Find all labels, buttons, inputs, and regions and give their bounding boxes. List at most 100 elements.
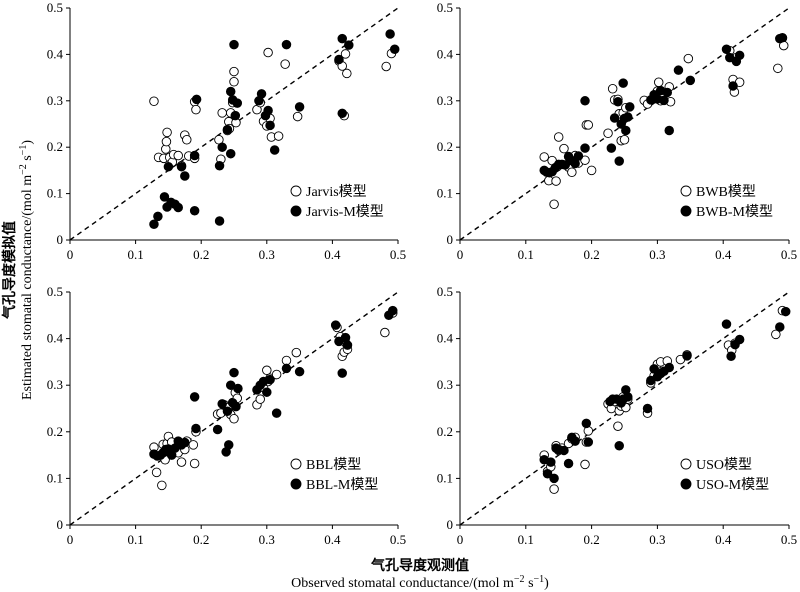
- legend: USO模型 USO-M模型: [680, 457, 769, 493]
- data-point: [549, 199, 559, 210]
- data-point: [780, 306, 791, 317]
- data-point: [230, 110, 241, 121]
- data-point: [553, 132, 564, 142]
- data-point: [233, 383, 243, 394]
- data-point: [224, 440, 234, 450]
- series-filled: [149, 29, 400, 229]
- data-point: [222, 406, 233, 417]
- series-filled: [539, 32, 788, 178]
- y-tick-label: 0: [447, 517, 454, 532]
- data-point: [159, 192, 170, 202]
- data-point: [337, 368, 347, 378]
- scatter-panel-2: 0 0.1 0.2 0.3 0.4 0.500.10.20.30.40.5BWB模型BWB…: [437, 0, 797, 262]
- data-point: [262, 387, 272, 397]
- data-point: [292, 111, 303, 122]
- data-point: [659, 95, 669, 106]
- legend-label: BBL模型: [306, 457, 361, 473]
- data-point: [734, 50, 745, 61]
- data-point: [291, 347, 302, 358]
- data-point: [580, 143, 590, 153]
- data-point: [734, 334, 745, 345]
- data-point: [214, 216, 225, 226]
- y-tick-label: 0.1: [437, 186, 453, 201]
- data-point: [580, 96, 590, 106]
- data-point: [189, 206, 200, 216]
- data-point: [281, 363, 292, 374]
- series-open: [539, 33, 789, 210]
- y-tick-label: 0.5: [437, 0, 453, 15]
- data-point: [546, 457, 556, 467]
- data-point: [385, 29, 395, 39]
- legend-marker-filled: [680, 205, 692, 217]
- data-point: [271, 369, 282, 380]
- y-tick-label: 0: [57, 232, 64, 247]
- x-tick-label: 0.4: [324, 532, 341, 547]
- data-point: [229, 77, 239, 87]
- x-tick-label: 0.3: [649, 247, 665, 262]
- data-point: [618, 78, 628, 88]
- legend-label: BBL-M模型: [306, 477, 378, 493]
- data-point: [182, 135, 192, 145]
- data-point: [229, 367, 239, 378]
- legend-marker-filled: [680, 478, 692, 490]
- data-point: [162, 127, 172, 138]
- data-point: [153, 211, 163, 222]
- y-tick-label: 0.1: [437, 470, 453, 485]
- x-tick-label: 0.4: [324, 247, 341, 262]
- y-axis-title-cn: 气孔导度模拟值: [1, 221, 18, 320]
- x-tick-label: 0: [67, 532, 74, 547]
- legend-label: USO模型: [696, 457, 752, 473]
- data-point: [217, 399, 227, 409]
- data-point: [551, 176, 561, 186]
- data-point: [683, 53, 694, 64]
- legend-label: BWB模型: [696, 184, 756, 200]
- y-tick-label: 0.1: [47, 186, 63, 201]
- data-point: [189, 150, 200, 161]
- data-point: [262, 365, 272, 376]
- y-axis-title-en: Estimated stomatal conductance/(mol m−2 …: [18, 140, 35, 400]
- data-point: [586, 165, 597, 176]
- legend-marker-open: [680, 458, 692, 470]
- data-point: [614, 156, 624, 166]
- x-tick-label: 0: [457, 247, 464, 262]
- x-tick-label: 0.3: [259, 532, 275, 547]
- legend-marker-open: [290, 185, 302, 197]
- data-point: [649, 364, 659, 374]
- data-point: [176, 457, 187, 467]
- data-point: [607, 83, 618, 94]
- data-point: [721, 319, 732, 329]
- x-tick-label: 0.5: [390, 247, 406, 262]
- x-tick-label: 0.1: [518, 247, 534, 262]
- data-point: [214, 161, 225, 171]
- data-point: [560, 160, 571, 170]
- data-point: [682, 351, 692, 361]
- data-point: [173, 150, 183, 161]
- data-point: [255, 394, 265, 404]
- y-tick-label: 0.3: [47, 93, 63, 108]
- data-point: [580, 459, 590, 470]
- legend-marker-filled: [290, 478, 302, 490]
- data-point: [581, 418, 592, 429]
- x-axis-title-cn: 气孔导度观测值: [370, 557, 469, 574]
- data-point: [263, 105, 273, 116]
- data-point: [280, 59, 290, 69]
- x-tick-label: 0.1: [127, 247, 143, 262]
- y-tick-label: 0.5: [47, 284, 63, 299]
- data-point: [583, 120, 594, 130]
- series-filled: [539, 306, 791, 484]
- y-tick-label: 0.4: [437, 46, 454, 61]
- data-point: [685, 75, 696, 86]
- x-tick-label: 0.1: [518, 532, 534, 547]
- data-point: [149, 96, 159, 107]
- data-point: [229, 66, 239, 77]
- legend-marker-open: [290, 458, 302, 470]
- data-point: [176, 161, 187, 172]
- data-point: [621, 125, 631, 136]
- scatter-panel-1: 0 0.1 0.2 0.3 0.4 0.5 0 0.1 0.2 0.3 0.4 0.5 Jarvis模型…: [47, 0, 406, 262]
- data-point: [191, 423, 201, 434]
- data-point: [225, 86, 236, 97]
- x-tick-label: 0.5: [781, 247, 797, 262]
- y-tick-label: 0.2: [47, 139, 63, 154]
- data-point: [269, 145, 280, 155]
